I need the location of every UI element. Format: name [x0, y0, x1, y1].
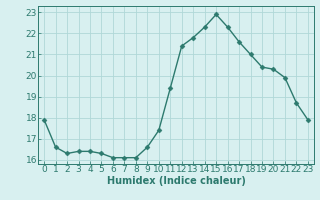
X-axis label: Humidex (Indice chaleur): Humidex (Indice chaleur) [107, 176, 245, 186]
